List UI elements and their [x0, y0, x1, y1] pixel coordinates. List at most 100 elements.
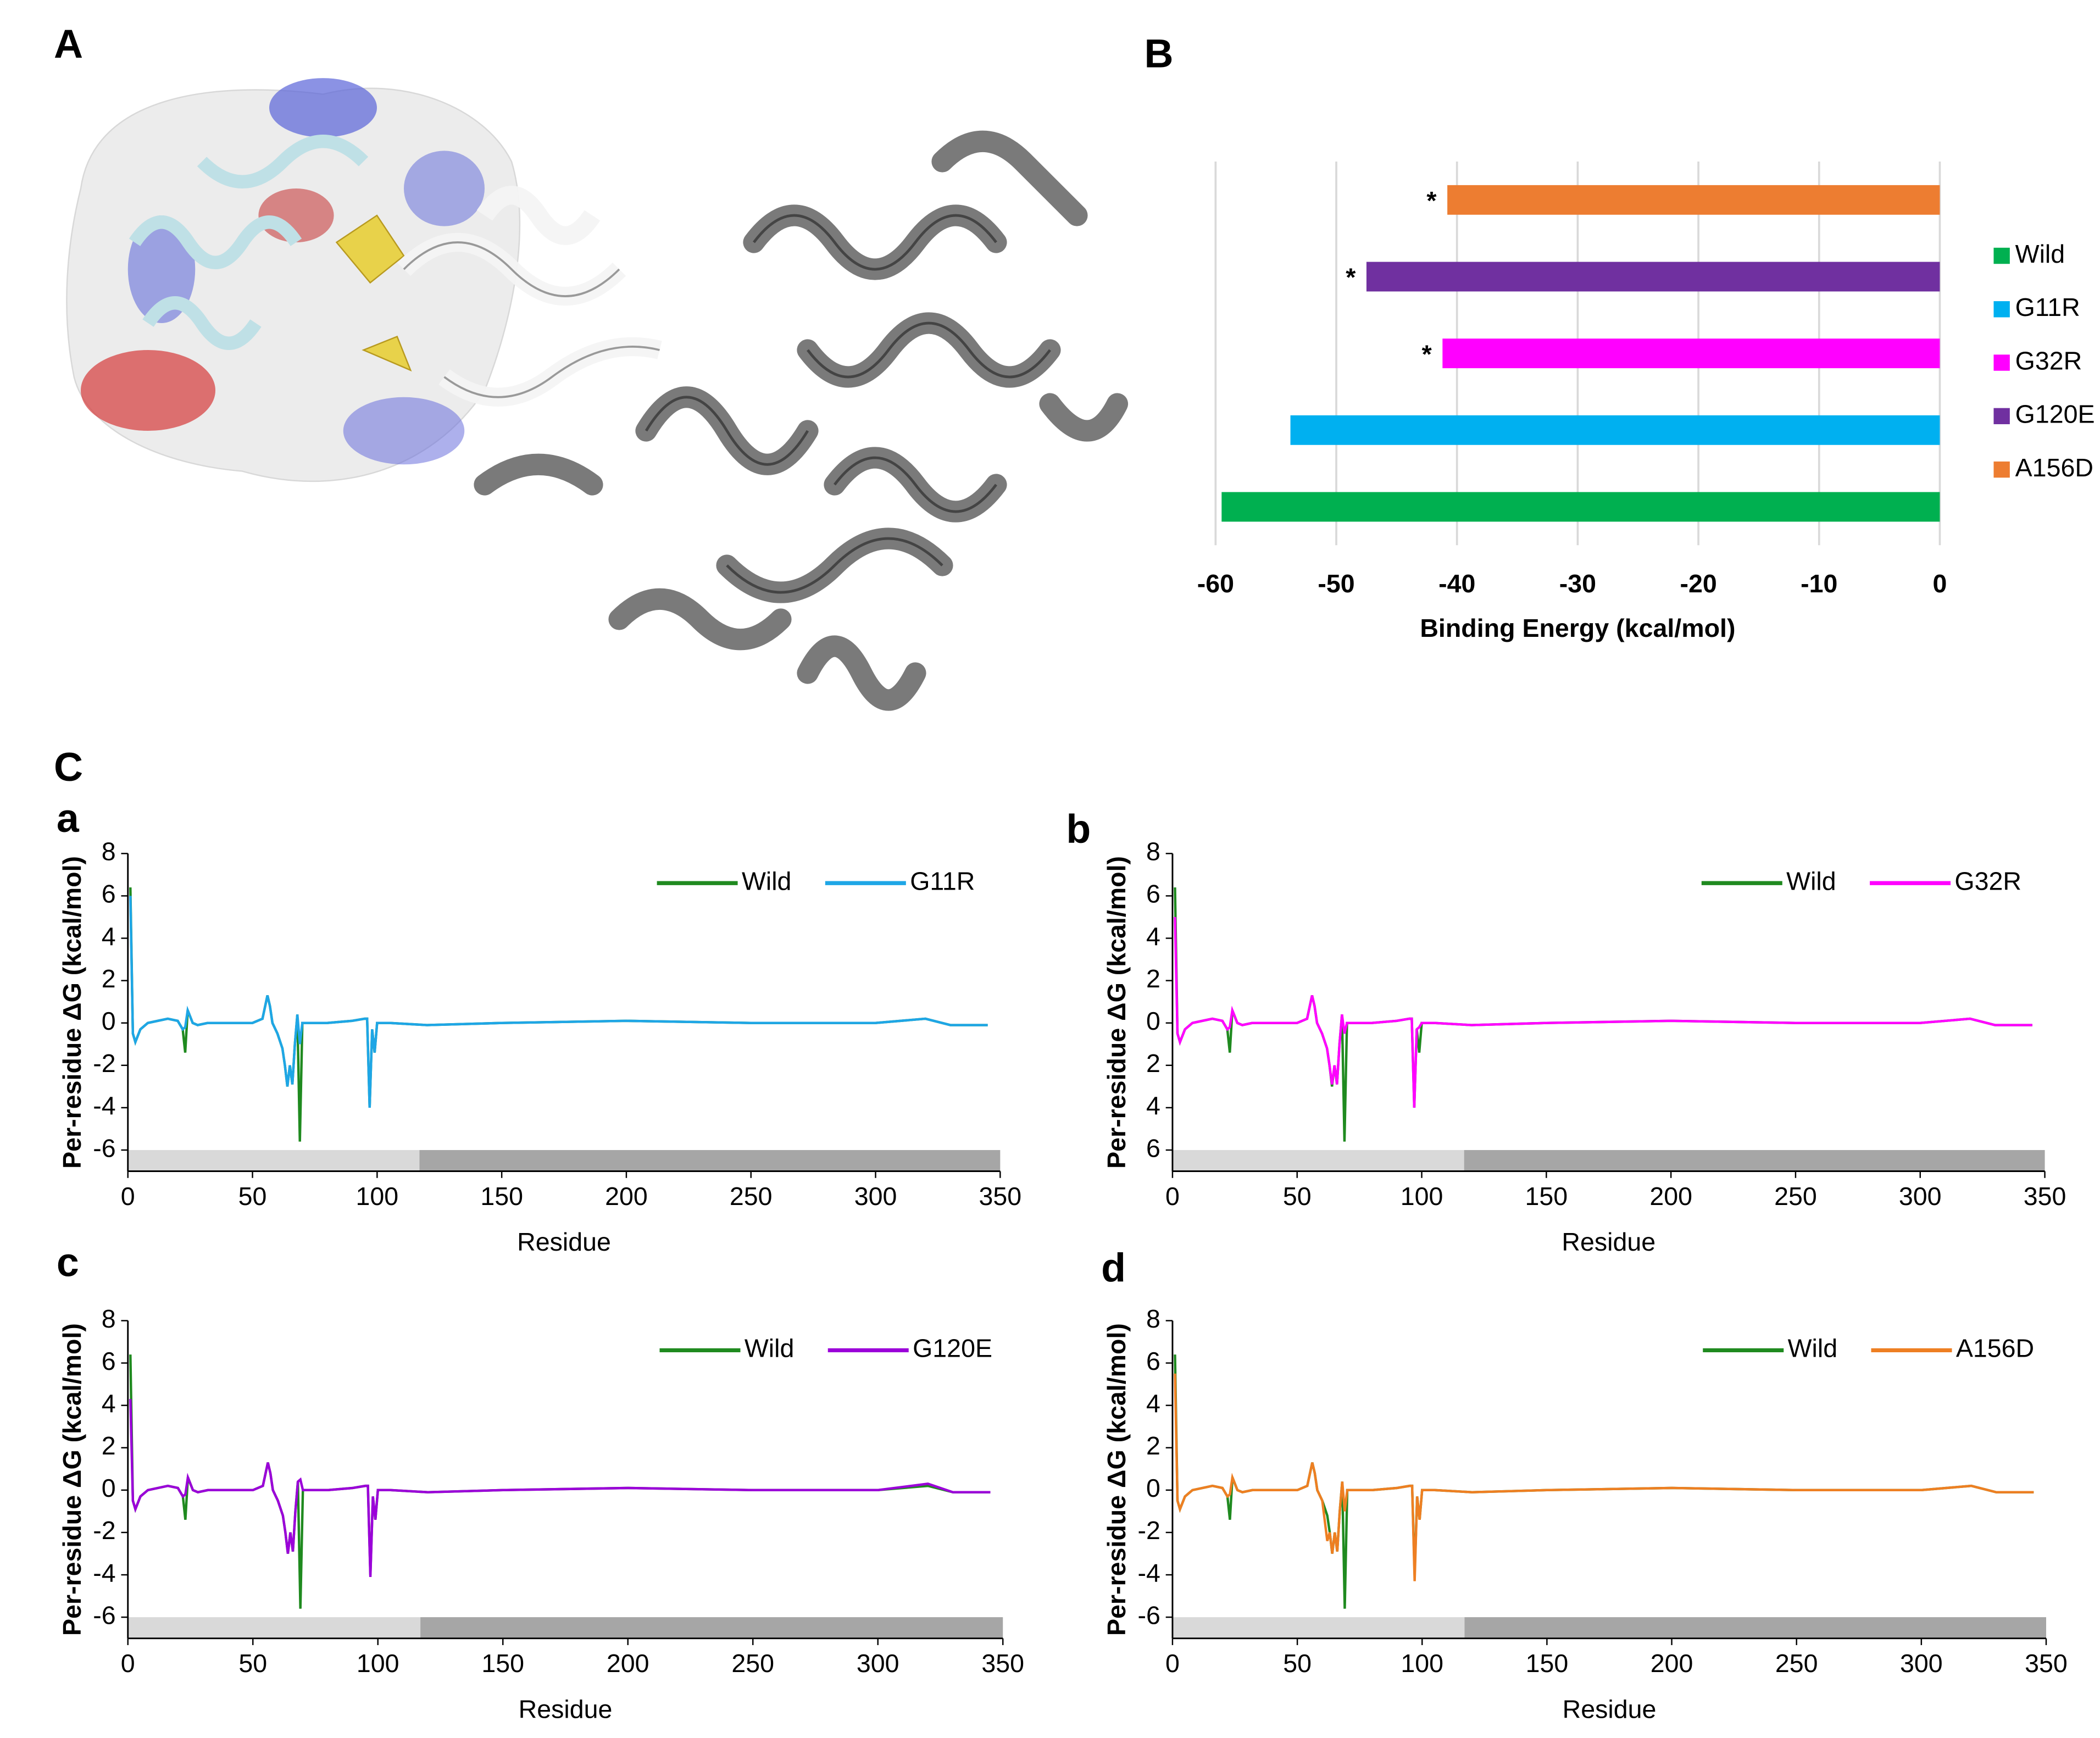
- x-tick-label: 50: [238, 1649, 267, 1678]
- domain-region: [1464, 1150, 2045, 1171]
- domain-region: [1464, 1617, 2046, 1639]
- x-tick-label: -30: [1559, 569, 1596, 598]
- y-tick-label: 4: [102, 1389, 116, 1418]
- y-tick-label: 6: [102, 880, 116, 908]
- y-tick-label: 8: [1146, 1304, 1160, 1333]
- y-tick-label: 0: [1146, 1474, 1160, 1502]
- legend-label: Wild: [1788, 1334, 1838, 1363]
- y-tick-label: -6: [93, 1601, 115, 1629]
- significance-label: *: [1346, 263, 1356, 292]
- panel-label: c: [57, 1239, 79, 1285]
- y-tick-label: 4: [1146, 922, 1160, 951]
- x-axis-title: Residue: [517, 1228, 611, 1256]
- panel-label: B: [1144, 30, 1173, 76]
- x-tick-label: 0: [121, 1182, 135, 1211]
- x-tick-label: 150: [481, 1649, 524, 1678]
- panel-label: C: [54, 744, 83, 790]
- x-tick-label: 0: [1933, 569, 1947, 598]
- x-tick-label: 250: [1774, 1182, 1817, 1211]
- x-tick-label: 250: [1775, 1649, 1818, 1678]
- y-tick-label: 2: [1146, 964, 1160, 993]
- legend-swatch: [1993, 301, 2010, 318]
- y-tick-label: 0: [1146, 1007, 1160, 1035]
- y-tick-label: -2: [1138, 1516, 1160, 1545]
- y-tick-label: 2: [1146, 1431, 1160, 1460]
- x-tick-label: 50: [1283, 1182, 1312, 1211]
- legend-swatch: [1993, 408, 2010, 425]
- series-line: [1174, 1354, 2034, 1609]
- y-tick-label: 2: [1146, 1049, 1160, 1078]
- legend-swatch: [1993, 247, 2010, 264]
- legend-label: A156D: [2015, 453, 2093, 482]
- legend-swatch: [1993, 461, 2010, 478]
- x-tick-label: 200: [1651, 1649, 1693, 1678]
- y-tick-label: 0: [102, 1007, 116, 1035]
- y-tick-label: 8: [102, 1304, 116, 1333]
- series-line: [129, 896, 988, 1108]
- legend-label: G32R: [2015, 346, 2082, 375]
- bar: [1221, 492, 1940, 522]
- y-tick-label: 8: [1146, 837, 1160, 866]
- x-tick-label: -10: [1801, 569, 1837, 598]
- domain-region: [419, 1150, 1001, 1171]
- significance-label: *: [1426, 186, 1437, 215]
- legend-label: G11R: [910, 867, 975, 896]
- x-tick-label: 350: [2025, 1649, 2068, 1678]
- y-tick-label: -2: [93, 1049, 115, 1078]
- x-axis-title: Residue: [1563, 1695, 1657, 1723]
- y-tick-label: 2: [102, 964, 116, 993]
- significance-label: *: [1422, 340, 1432, 368]
- y-tick-label: 4: [1146, 1091, 1160, 1120]
- x-axis-title: Binding Energy (kcal/mol): [1420, 614, 1735, 642]
- x-tick-label: 200: [605, 1182, 648, 1211]
- x-tick-label: 0: [1165, 1182, 1180, 1211]
- x-tick-label: 250: [731, 1649, 774, 1678]
- x-tick-label: 350: [2024, 1182, 2066, 1211]
- panel-label: d: [1101, 1245, 1126, 1290]
- legend-swatch: [1993, 354, 2010, 371]
- legend-label: Wild: [1786, 867, 1836, 896]
- protein-structure: [66, 78, 1129, 711]
- x-tick-label: -50: [1318, 569, 1354, 598]
- series-line: [129, 1399, 991, 1577]
- y-tick-label: -2: [93, 1516, 115, 1545]
- bar: [1447, 185, 1940, 215]
- y-tick-label: -4: [93, 1558, 115, 1587]
- x-tick-label: 250: [730, 1182, 773, 1211]
- x-axis-title: Residue: [1562, 1228, 1655, 1256]
- x-tick-label: 50: [1283, 1649, 1312, 1678]
- legend-label: Wild: [742, 867, 792, 896]
- y-tick-label: -4: [1138, 1558, 1160, 1587]
- x-tick-label: 300: [854, 1182, 897, 1211]
- x-tick-label: 100: [1401, 1649, 1443, 1678]
- legend-label: G120E: [2015, 400, 2095, 429]
- y-tick-label: 4: [102, 922, 116, 951]
- x-tick-label: 200: [607, 1649, 649, 1678]
- x-tick-label: 50: [238, 1182, 267, 1211]
- y-tick-label: 0: [102, 1474, 116, 1502]
- bar: [1290, 415, 1940, 445]
- x-tick-label: 350: [979, 1182, 1022, 1211]
- y-tick-label: 6: [1146, 1134, 1160, 1162]
- legend-label: G32R: [1954, 867, 2021, 896]
- series-line: [1174, 917, 2032, 1108]
- domain-region: [1172, 1150, 1464, 1171]
- y-axis-title: Per-residue ΔG (kcal/mol): [58, 1323, 86, 1636]
- domain-region: [127, 1150, 420, 1171]
- legend-label: A156D: [1956, 1334, 2034, 1363]
- x-tick-label: 100: [1401, 1182, 1443, 1211]
- bar: [1366, 262, 1940, 292]
- y-tick-label: 6: [1146, 880, 1160, 908]
- x-tick-label: 150: [480, 1182, 523, 1211]
- x-tick-label: -60: [1197, 569, 1234, 598]
- y-axis-title: Per-residue ΔG (kcal/mol): [1102, 856, 1131, 1169]
- legend-label: Wild: [745, 1334, 795, 1363]
- panel-label: A: [54, 21, 83, 66]
- y-tick-label: 8: [102, 837, 116, 866]
- series-line: [129, 1354, 991, 1609]
- x-tick-label: 150: [1526, 1649, 1569, 1678]
- x-tick-label: 0: [1165, 1649, 1180, 1678]
- x-tick-label: 300: [857, 1649, 899, 1678]
